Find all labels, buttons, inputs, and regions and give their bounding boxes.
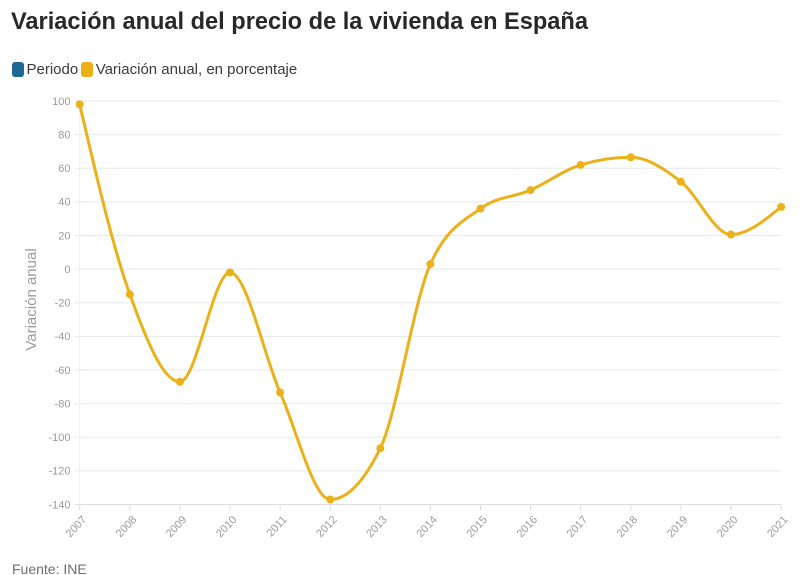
svg-text:-100: -100: [48, 432, 70, 444]
svg-text:Variación anual: Variación anual: [23, 248, 40, 350]
svg-text:2013: 2013: [364, 514, 389, 540]
svg-text:2011: 2011: [265, 514, 290, 539]
svg-text:-60: -60: [55, 365, 71, 377]
svg-text:0: 0: [64, 264, 70, 276]
svg-text:2017: 2017: [565, 514, 590, 540]
svg-text:2015: 2015: [465, 514, 490, 540]
svg-text:2014: 2014: [414, 514, 439, 540]
svg-text:80: 80: [58, 129, 70, 141]
svg-text:2016: 2016: [515, 514, 540, 540]
svg-text:-120: -120: [48, 466, 70, 478]
svg-text:20: 20: [58, 230, 70, 242]
svg-text:2018: 2018: [615, 514, 640, 540]
svg-text:-80: -80: [55, 398, 71, 410]
svg-text:100: 100: [52, 96, 70, 108]
svg-text:2019: 2019: [665, 514, 690, 540]
svg-text:2012: 2012: [314, 514, 339, 540]
svg-text:2020: 2020: [715, 514, 740, 540]
svg-text:2009: 2009: [164, 514, 189, 540]
svg-text:2021: 2021: [765, 514, 790, 540]
svg-text:-20: -20: [55, 298, 71, 310]
svg-text:2008: 2008: [114, 514, 139, 540]
svg-text:2010: 2010: [214, 514, 239, 540]
svg-text:40: 40: [58, 197, 70, 209]
svg-text:60: 60: [58, 163, 70, 175]
svg-text:-140: -140: [48, 499, 70, 511]
svg-text:-40: -40: [55, 331, 71, 343]
svg-text:2007: 2007: [64, 514, 89, 540]
